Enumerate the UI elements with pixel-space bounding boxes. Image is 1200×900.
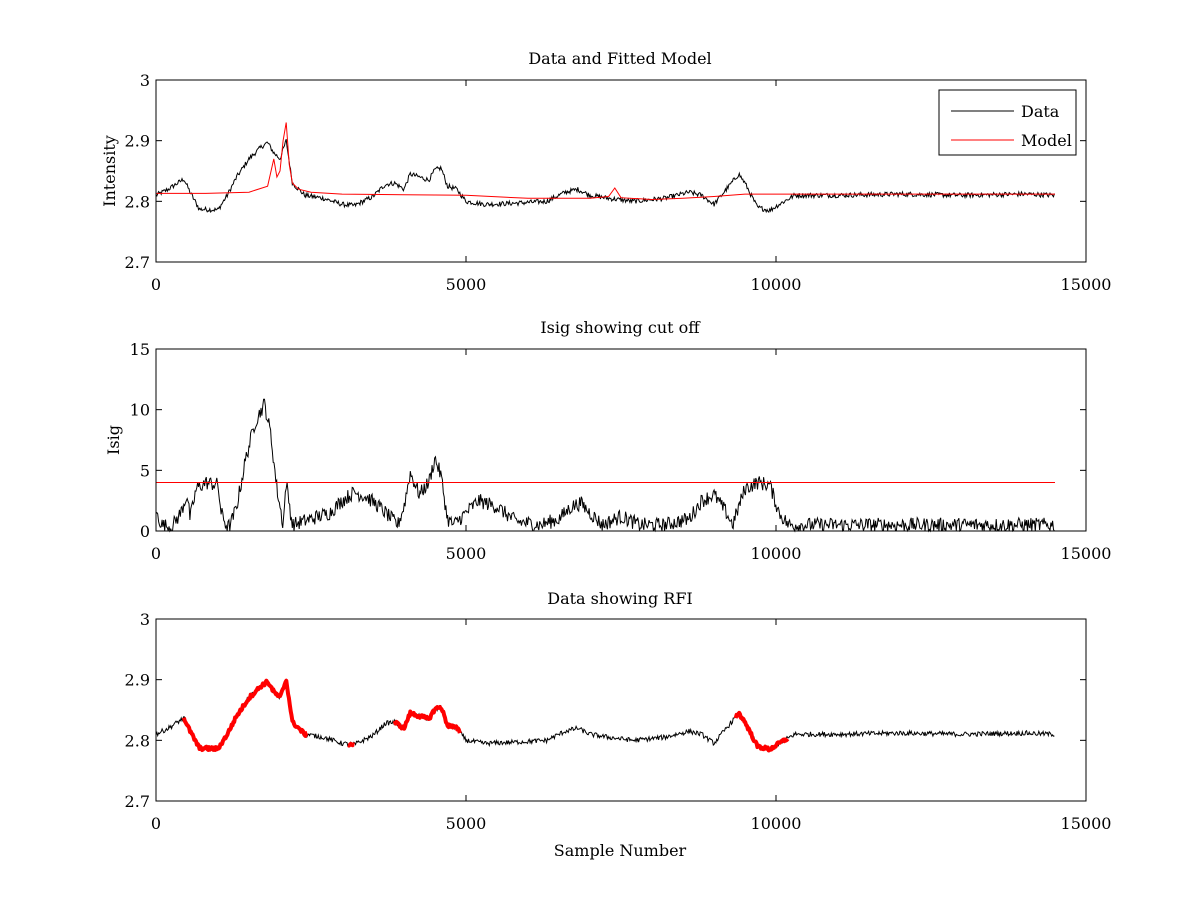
rfi-highlight [347, 741, 356, 748]
panel-data-rfi: Data showing RFI 0 5000 10000 15000 2.7 2.8 2.… [125, 589, 1112, 860]
panel-title: Data showing RFI [547, 589, 692, 608]
y-tick-label: 2.8 [125, 731, 150, 750]
x-tick-label: 15000 [1061, 814, 1112, 833]
panel-isig-cutoff: Isig showing cut off Isig 0 5000 10000 1500… [104, 318, 1111, 563]
x-tick-label: 5000 [446, 814, 487, 833]
rfi-highlight [181, 678, 309, 752]
x-tick-label: 5000 [446, 275, 487, 294]
y-tick-label: 5 [140, 461, 150, 480]
y-tick-label: 0 [140, 522, 150, 541]
series-line-isig [155, 398, 1055, 533]
plot-frame [155, 79, 1087, 263]
y-tick-label: 3 [140, 610, 150, 629]
panel-title: Isig showing cut off [540, 318, 701, 337]
y-tick-label: 2.7 [125, 253, 150, 272]
x-tick-label: 10000 [751, 814, 802, 833]
x-tick-label: 10000 [751, 544, 802, 563]
rfi-highlight [392, 705, 462, 734]
x-tick-label: 15000 [1061, 275, 1112, 294]
x-tick-label: 0 [151, 544, 161, 563]
plot-frame [155, 618, 1087, 802]
x-tick-label: 10000 [751, 275, 802, 294]
series-line-model [156, 122, 1055, 201]
rfi-highlight [733, 710, 790, 753]
y-tick-label: 15 [130, 340, 150, 359]
x-tick-label: 5000 [446, 544, 487, 563]
legend: Data Model [938, 89, 1077, 156]
y-tick-label: 3 [140, 71, 150, 90]
legend-box [938, 89, 1077, 156]
x-tick-label: 0 [151, 275, 161, 294]
y-axis-label: Intensity [100, 135, 119, 207]
x-tick-label: 0 [151, 814, 161, 833]
y-tick-label: 10 [130, 401, 150, 420]
y-tick-label: 2.7 [125, 792, 150, 811]
series-line-data [155, 139, 1055, 214]
x-axis-label: Sample Number [554, 841, 687, 860]
y-tick-label: 2.9 [125, 671, 150, 690]
legend-model-label: Model [1021, 131, 1072, 150]
panel-data-and-model: Data and Fitted Model Intensity 0 5000 100… [100, 49, 1111, 294]
y-axis-label: Isig [104, 425, 123, 455]
y-tick-label: 2.8 [125, 192, 150, 211]
plot-frame [155, 348, 1087, 532]
legend-data-label: Data [1021, 102, 1060, 121]
x-tick-label: 15000 [1061, 544, 1112, 563]
panel-title: Data and Fitted Model [528, 49, 711, 68]
y-tick-label: 2.9 [125, 132, 150, 151]
